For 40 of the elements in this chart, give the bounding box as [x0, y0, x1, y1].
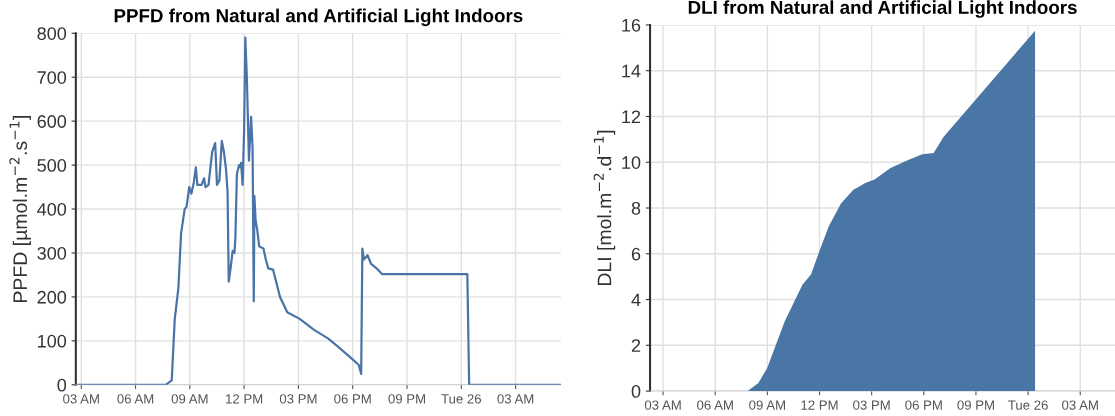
- x-tick-label: 03 PM: [279, 394, 317, 404]
- chart-title: PPFD from Natural and Artificial Light Indoors: [114, 8, 523, 27]
- y-tick-label: 4: [631, 293, 641, 307]
- x-tick-label: 03 AM: [1062, 400, 1098, 410]
- x-tick-label: 09 PM: [388, 394, 425, 404]
- x-tick-label: 06 PM: [334, 394, 371, 404]
- y-tick-label: 800: [37, 27, 67, 40]
- x-tick-label: 06 AM: [697, 400, 733, 410]
- x-tick-label: 03 PM: [853, 400, 890, 410]
- y-tick-label: 100: [38, 334, 67, 348]
- y-tick-label: 0: [57, 378, 67, 392]
- x-tick-label: 03 AM: [497, 394, 534, 404]
- x-tick-label: 06 PM: [905, 400, 942, 410]
- y-tick-label: 700: [37, 71, 67, 84]
- y-tick-label: 8: [631, 201, 641, 215]
- y-tick-label: 16: [622, 18, 641, 32]
- y-tick-label: 12: [622, 110, 641, 124]
- x-tick-label: 12 PM: [226, 394, 263, 404]
- x-tick-label: 03 AM: [644, 400, 681, 410]
- y-tick-label: 0: [631, 384, 641, 398]
- x-tick-label: 03 AM: [63, 394, 99, 404]
- x-tick-label: Tue 26: [441, 394, 482, 404]
- x-tick-label: 09 AM: [749, 400, 785, 410]
- y-tick-label: 6: [631, 247, 641, 261]
- y-tick-label: 14: [622, 64, 641, 78]
- y-tick-label: 200: [37, 290, 67, 304]
- x-tick-label: Tue 26: [1008, 400, 1048, 410]
- y-tick-label: 300: [37, 246, 67, 260]
- y-tick-label: 400: [37, 202, 67, 216]
- x-tick-label: 09 AM: [171, 394, 208, 404]
- chart-title: DLI from Natural and Artificial Light Indoors: [688, 0, 1077, 18]
- y-axis-title: DLI [mol.m$^{−2}$.d$^{−1}$]: [593, 130, 616, 286]
- y-tick-label: 600: [37, 115, 67, 128]
- y-tick-label: 500: [37, 159, 67, 172]
- y-tick-label: 10: [622, 156, 641, 169]
- x-tick-label: 06 AM: [117, 394, 154, 404]
- x-tick-label: 09 PM: [957, 400, 994, 410]
- x-tick-label: 12 PM: [801, 400, 838, 410]
- y-axis-title: PPFD [µmol.m$^{−2}$.s$^{−1}$]: [9, 116, 31, 302]
- y-tick-label: 2: [631, 339, 641, 352]
